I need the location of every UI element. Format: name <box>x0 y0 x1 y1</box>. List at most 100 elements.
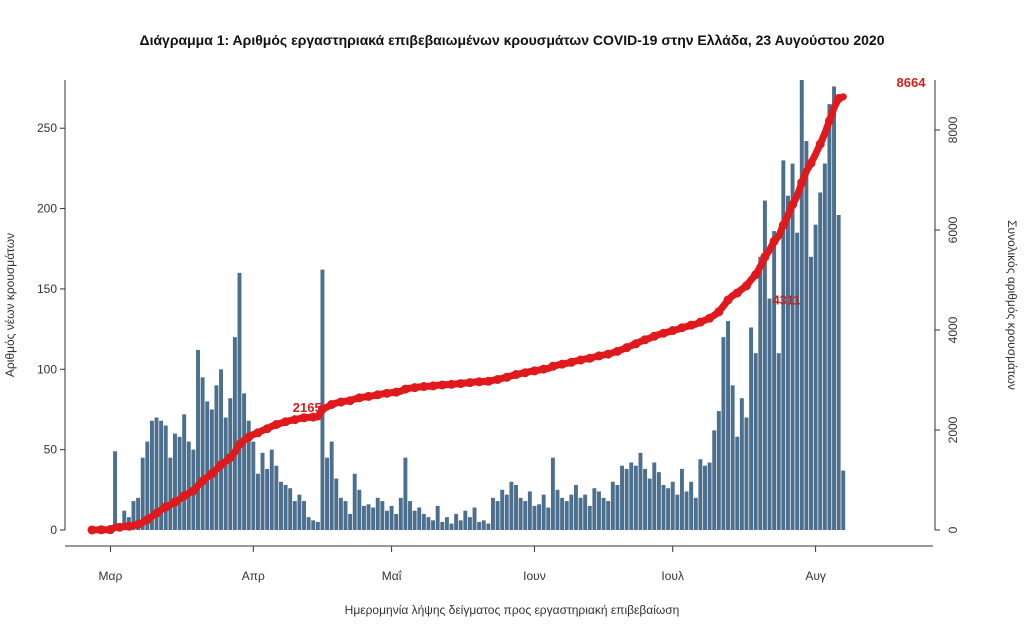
cumulative-point <box>741 281 751 291</box>
bar <box>329 441 334 530</box>
cumulative-point <box>834 94 844 104</box>
cumulative-point <box>262 424 272 434</box>
bar <box>338 497 343 530</box>
bar <box>620 465 624 530</box>
bar <box>444 517 449 530</box>
bar <box>186 441 191 530</box>
bar <box>467 517 472 530</box>
y2-tick-label: 0 <box>946 526 960 533</box>
bar <box>578 497 583 530</box>
cumulative-point <box>308 412 318 422</box>
cumulative-point <box>170 497 180 507</box>
annotation-label: 8664 <box>897 75 927 90</box>
bar <box>500 489 505 530</box>
cumulative-point <box>124 521 134 531</box>
bar <box>795 232 800 530</box>
bar <box>643 468 648 530</box>
cumulative-point <box>714 307 724 317</box>
bar <box>361 505 366 530</box>
bar <box>477 521 482 530</box>
annotation-label: 4311 <box>772 292 800 307</box>
bar <box>509 481 514 530</box>
bar <box>610 481 615 530</box>
bar <box>380 501 385 530</box>
bar <box>504 494 509 530</box>
chart-title: Διάγραμμα 1: Αριθμός εργαστηριακά επιβεβ… <box>139 32 885 48</box>
cumulative-line <box>88 93 847 534</box>
cumulative-point <box>281 417 291 427</box>
bar <box>269 449 274 530</box>
bar <box>601 497 606 530</box>
annotation-label: 2165 <box>293 400 322 415</box>
bar <box>818 192 823 530</box>
cumulative-point <box>299 413 309 423</box>
cumulative-point <box>539 364 549 374</box>
bar <box>744 417 749 530</box>
bar <box>638 452 643 530</box>
bar <box>200 377 205 530</box>
bar <box>159 420 164 530</box>
x-tick-label: Ιουλ <box>661 569 684 583</box>
cumulative-point <box>142 515 152 525</box>
bar <box>739 398 744 530</box>
cumulative-point <box>161 502 171 512</box>
bar <box>440 521 445 530</box>
bar <box>421 513 426 530</box>
cumulative-point <box>548 361 558 371</box>
bar <box>149 420 154 530</box>
x-tick-label: Μαΐ <box>382 569 403 583</box>
bar <box>550 457 555 530</box>
bar <box>537 504 542 530</box>
bar <box>573 485 578 530</box>
bar <box>223 417 228 530</box>
cumulative-point <box>179 491 189 501</box>
bar <box>689 481 694 530</box>
bar <box>827 104 832 530</box>
bar <box>163 425 168 530</box>
cumulative-point <box>493 374 503 384</box>
bar <box>385 510 389 530</box>
cumulative-point <box>649 331 659 341</box>
cumulative-point <box>152 508 162 518</box>
y-tick-label: 100 <box>37 362 57 376</box>
bar <box>237 272 242 530</box>
bar <box>371 507 376 530</box>
cumulative-point <box>96 525 106 535</box>
bar <box>205 401 210 530</box>
bar <box>279 481 283 530</box>
cumulative-point <box>797 178 807 188</box>
cumulative-point <box>824 116 834 126</box>
bar <box>486 523 491 530</box>
bar <box>836 215 841 530</box>
bar <box>781 160 786 530</box>
bar <box>629 462 634 530</box>
cumulative-point <box>502 372 512 382</box>
cumulative-point <box>115 522 125 532</box>
cumulative-point <box>317 404 327 414</box>
bar <box>412 510 417 530</box>
cumulative-point <box>659 328 669 338</box>
bar <box>772 231 777 531</box>
cumulative-point <box>419 382 429 392</box>
bar <box>232 337 237 530</box>
bar <box>394 513 399 530</box>
y-tick-label: 0 <box>50 523 57 537</box>
bar <box>670 481 675 530</box>
bar <box>527 491 532 530</box>
x-tick-label: Απρ <box>242 569 265 583</box>
cumulative-point <box>640 335 650 345</box>
cumulative-point <box>668 326 678 336</box>
y2-tick-label: 8000 <box>946 116 960 143</box>
cumulative-point <box>677 323 687 333</box>
bar <box>785 195 790 530</box>
cumulative-point <box>345 396 355 406</box>
cumulative-point <box>87 525 97 535</box>
bar <box>523 501 528 530</box>
bar <box>246 420 251 530</box>
bar <box>633 465 638 530</box>
bar <box>560 497 565 530</box>
bar <box>758 256 763 530</box>
bar <box>647 478 652 530</box>
bar <box>606 501 611 530</box>
